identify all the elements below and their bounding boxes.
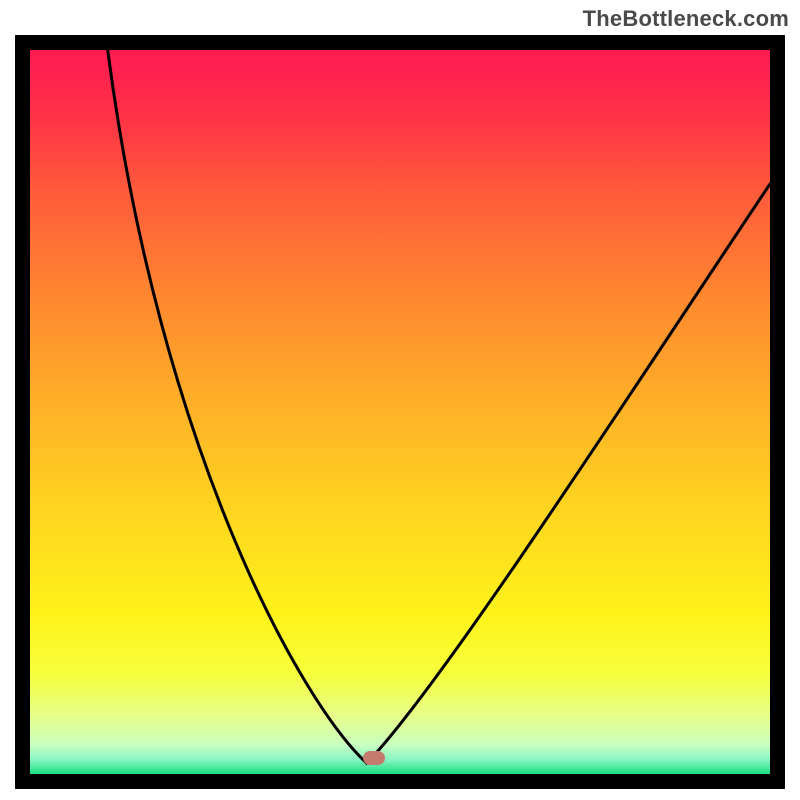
gradient-background <box>30 50 770 774</box>
watermark-text: TheBottleneck.com <box>583 6 789 32</box>
operating-point-marker <box>363 751 385 765</box>
plot-area <box>15 35 785 789</box>
chart-stage: TheBottleneck.com <box>0 0 800 800</box>
